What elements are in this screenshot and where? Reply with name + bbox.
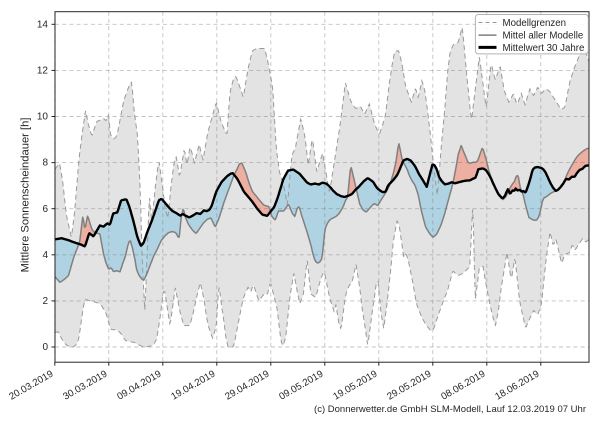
svg-text:Mittlere Sonnenscheindauer [h]: Mittlere Sonnenscheindauer [h] bbox=[20, 118, 32, 273]
svg-text:14: 14 bbox=[37, 19, 49, 30]
svg-text:8: 8 bbox=[42, 158, 48, 169]
svg-text:(c) Donnerwetter.de GmbH SLM-M: (c) Donnerwetter.de GmbH SLM-Modell, Lau… bbox=[314, 404, 586, 415]
svg-text:4: 4 bbox=[42, 250, 48, 261]
svg-text:12: 12 bbox=[37, 66, 49, 77]
svg-text:Modellgrenzen: Modellgrenzen bbox=[503, 18, 567, 29]
svg-text:2: 2 bbox=[42, 296, 48, 307]
svg-text:6: 6 bbox=[42, 204, 48, 215]
svg-text:Mittelwert 30 Jahre: Mittelwert 30 Jahre bbox=[503, 43, 585, 54]
svg-text:0: 0 bbox=[42, 342, 48, 353]
svg-text:Mittel aller Modelle: Mittel aller Modelle bbox=[503, 31, 584, 42]
svg-text:10: 10 bbox=[37, 112, 49, 123]
